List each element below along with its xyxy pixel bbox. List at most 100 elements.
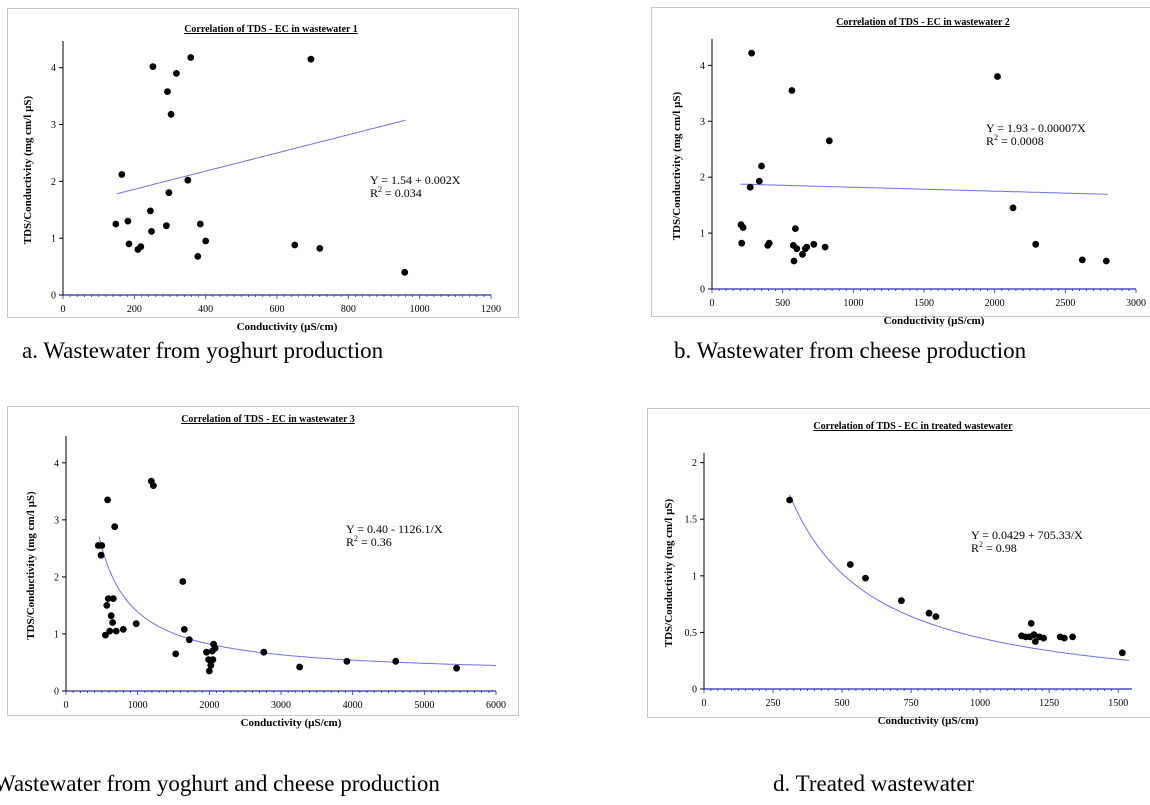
- data-point: [202, 237, 210, 245]
- x-tick-label: 4000: [343, 700, 363, 711]
- r-squared-value: = 0.0008: [998, 134, 1044, 148]
- data-point: [203, 648, 210, 656]
- data-point: [107, 612, 115, 620]
- data-point: [738, 239, 746, 247]
- x-tick-label: 3000: [271, 700, 291, 711]
- r-squared: R2 = 0.98: [971, 540, 1017, 555]
- data-point: [1078, 256, 1086, 264]
- data-point: [148, 228, 155, 235]
- data-point: [1060, 634, 1068, 642]
- x-tick-label: 250: [766, 698, 781, 709]
- data-point: [994, 73, 1001, 80]
- data-point: [1118, 649, 1126, 657]
- data-point: [118, 171, 126, 178]
- data-point: [150, 482, 157, 489]
- y-tick-label: 1.5: [685, 515, 698, 526]
- data-point: [211, 644, 219, 652]
- caption-c: Wastewater from yoghurt and cheese produ…: [0, 771, 440, 796]
- x-tick-label: 750: [904, 698, 919, 709]
- y-tick-label: 0.5: [685, 628, 698, 639]
- data-point: [102, 631, 109, 639]
- data-point: [104, 595, 112, 602]
- chart-svg-d: Correlation of TDS - EC in treated waste…: [663, 421, 1132, 727]
- data-point: [296, 663, 303, 671]
- data-point: [111, 523, 119, 531]
- data-point: [260, 648, 268, 656]
- data-point: [1032, 240, 1040, 248]
- data-point: [793, 245, 801, 253]
- x-axis-label: Conductivity (µS/cm): [237, 321, 338, 333]
- r-squared-prefix: R: [986, 134, 994, 148]
- data-point: [196, 220, 204, 228]
- x-tick-label: 5000: [414, 700, 434, 711]
- fit-line: [98, 536, 497, 666]
- x-tick-label: 0: [64, 700, 69, 711]
- y-tick-label: 1: [54, 629, 59, 640]
- chart-panel-a: Correlation of TDS - EC in wastewater 1 0…: [7, 8, 519, 333]
- y-tick-label: 3: [54, 515, 59, 526]
- r-squared-prefix: R: [370, 186, 378, 200]
- data-point: [119, 626, 127, 633]
- caption-a: a. Wastewater from yoghurt production: [22, 338, 384, 363]
- data-point: [758, 162, 765, 170]
- data-point: [307, 55, 315, 63]
- r-squared-prefix: R: [346, 535, 354, 549]
- data-point: [132, 620, 140, 628]
- data-point: [207, 661, 215, 669]
- y-axis-label: TDS/Conductivity (mg cm/l µS): [671, 91, 683, 240]
- fit-line: [116, 119, 406, 195]
- data-point: [163, 222, 170, 230]
- data-point: [746, 183, 754, 191]
- x-tick-label: 1000: [410, 304, 430, 315]
- data-point: [205, 667, 213, 675]
- chart-panel-c: Correlation of TDS - EC in wastewater 3 0…: [7, 406, 519, 729]
- data-point: [739, 224, 747, 231]
- data-point: [147, 207, 154, 215]
- data-point: [173, 70, 180, 77]
- x-tick-label: 400: [198, 304, 213, 315]
- data-point: [846, 561, 854, 568]
- data-point: [799, 250, 806, 258]
- chart-title: Correlation of TDS - EC in wastewater 1: [184, 24, 358, 35]
- x-tick-label: 6000: [486, 700, 506, 711]
- data-point: [291, 241, 299, 249]
- r-squared: R2 = 0.034: [370, 185, 422, 200]
- x-tick-label: 800: [341, 304, 356, 315]
- data-point: [1032, 638, 1039, 645]
- y-tick-label: 4: [700, 61, 705, 72]
- y-tick-label: 2: [54, 572, 59, 583]
- data-point: [104, 496, 111, 504]
- y-tick-label: 1: [700, 229, 705, 240]
- data-point: [343, 657, 351, 665]
- data-point: [786, 496, 793, 504]
- chart-panel-b: Correlation of TDS - EC in wastewater 2 0…: [651, 7, 1150, 327]
- data-point: [316, 245, 324, 252]
- data-point: [1030, 631, 1038, 639]
- data-point: [401, 268, 409, 276]
- data-point: [209, 656, 217, 663]
- x-tick-label: 1000: [970, 698, 990, 709]
- data-point: [185, 636, 193, 644]
- y-tick-label: 0: [54, 687, 59, 698]
- data-point: [788, 87, 796, 94]
- y-tick-label: 0: [692, 685, 697, 696]
- x-tick-label: 1500: [914, 298, 934, 309]
- data-point: [149, 63, 157, 70]
- x-tick-label: 1200: [481, 304, 501, 315]
- y-tick-label: 2: [692, 458, 697, 469]
- r-squared-value: = 0.36: [358, 535, 392, 549]
- data-point: [898, 597, 905, 605]
- data-point: [98, 542, 106, 549]
- x-tick-label: 0: [710, 298, 715, 309]
- data-point: [765, 239, 773, 247]
- data-point: [137, 243, 145, 251]
- data-point: [167, 110, 175, 118]
- y-tick-label: 3: [700, 117, 705, 128]
- caption-d: d. Treated wastewater: [773, 771, 975, 796]
- y-tick-label: 1: [692, 571, 697, 582]
- x-tick-label: 1000: [128, 700, 148, 711]
- data-point: [1009, 204, 1017, 212]
- data-point: [180, 626, 188, 633]
- data-point: [821, 243, 829, 251]
- x-tick-label: 1250: [1039, 698, 1059, 709]
